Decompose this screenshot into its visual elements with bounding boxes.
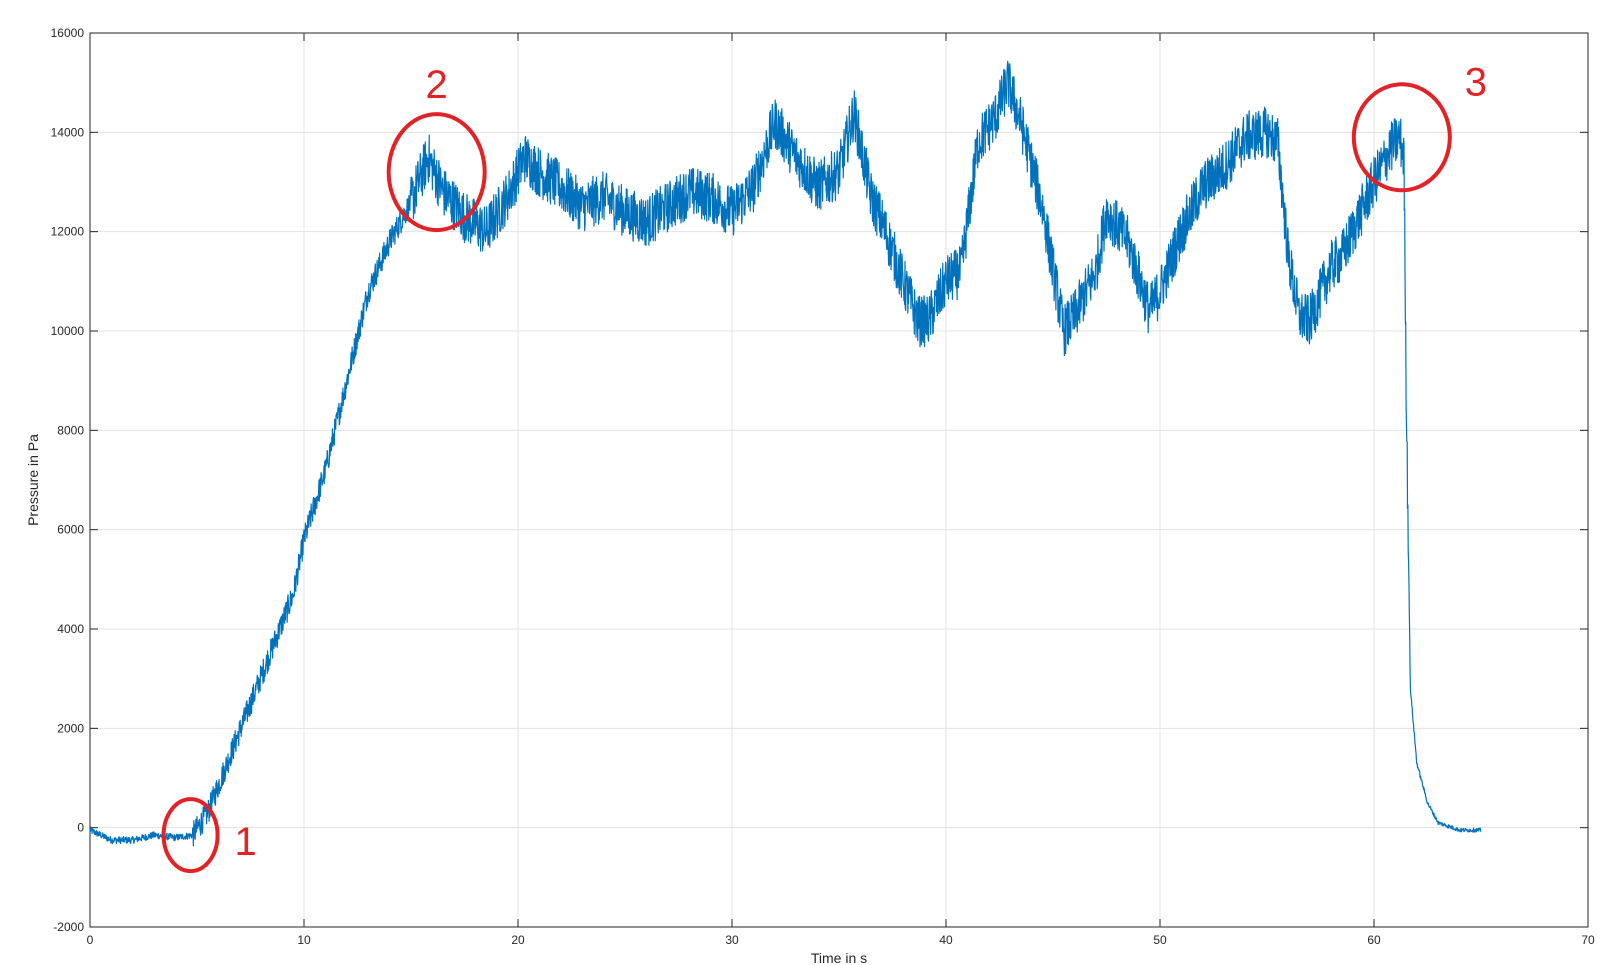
y-axis-label: Pressure in Pa: [25, 434, 41, 526]
y-tick-label: 2000: [57, 721, 84, 735]
annotation-label-3: 3: [1465, 60, 1487, 104]
x-tick-label: 0: [87, 933, 94, 947]
y-tick-label: 8000: [57, 423, 84, 437]
pressure-series-line: [89, 60, 1482, 847]
y-tick-label: 0: [77, 821, 84, 835]
x-axis-label: Time in s: [811, 950, 867, 965]
x-tick-label: 30: [725, 933, 739, 947]
y-tick-label: 16000: [51, 26, 85, 40]
y-tick-label: -2000: [53, 920, 84, 934]
y-tick-label: 6000: [57, 523, 84, 537]
annotation-circle-2: [386, 112, 487, 233]
y-tick-label: 10000: [51, 324, 85, 338]
annotations: 1 2 3: [161, 60, 1487, 874]
x-tick-labels: 0 10 20 30 40 50 60 70: [87, 933, 1595, 947]
plot-area: [89, 32, 1589, 928]
x-tick-label: 60: [1367, 933, 1381, 947]
grid: [90, 33, 1588, 927]
x-tick-label: 10: [297, 933, 311, 947]
x-tick-label: 40: [939, 933, 953, 947]
annotation-label-2: 2: [426, 63, 448, 107]
x-tick-label: 20: [511, 933, 525, 947]
x-tick-label: 50: [1153, 933, 1167, 947]
y-tick-label: 12000: [51, 225, 85, 239]
annotation-circle-3: [1351, 82, 1452, 193]
axis-ticks: [89, 32, 1589, 928]
y-tick-label: 4000: [57, 622, 84, 636]
y-tick-labels: -2000 0 2000 4000 6000 8000 10000 12000 14000 160…: [51, 26, 85, 934]
annotation-label-1: 1: [234, 820, 256, 864]
x-tick-label: 70: [1581, 933, 1595, 947]
annotation-circle-1: [161, 797, 220, 874]
y-tick-label: 14000: [51, 125, 85, 139]
